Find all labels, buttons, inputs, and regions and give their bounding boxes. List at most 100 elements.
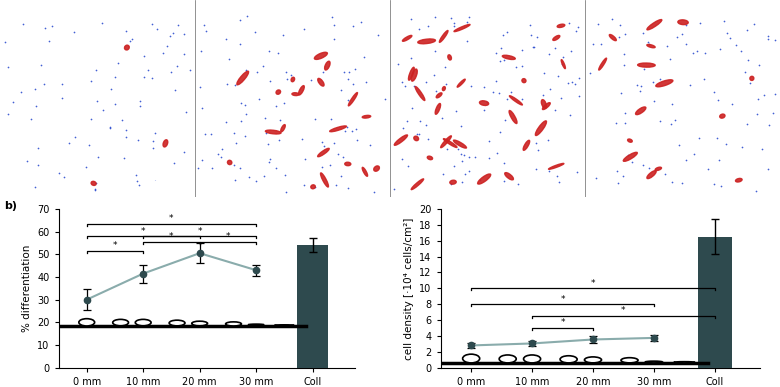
Ellipse shape [435, 103, 441, 114]
Point [448, 21, 460, 27]
Point [430, 88, 442, 94]
Point [437, 171, 449, 177]
Ellipse shape [411, 179, 424, 190]
Point [56, 81, 69, 87]
Point [338, 68, 350, 75]
Point [149, 130, 161, 136]
Ellipse shape [112, 319, 129, 326]
Ellipse shape [299, 86, 304, 95]
Point [38, 80, 51, 87]
Point [702, 166, 714, 172]
Point [494, 58, 506, 65]
Point [761, 166, 774, 172]
Point [192, 165, 204, 171]
Point [178, 149, 190, 155]
Point [31, 144, 44, 151]
Point [680, 22, 693, 28]
Point [29, 86, 41, 92]
Point [200, 28, 212, 34]
Point [429, 48, 441, 54]
Point [463, 154, 475, 161]
Point [461, 19, 473, 25]
Point [90, 98, 103, 104]
Point [643, 41, 655, 47]
Point [724, 34, 736, 41]
Point [505, 89, 517, 95]
Point [468, 154, 480, 160]
Point [195, 48, 207, 55]
Point [509, 63, 522, 70]
Ellipse shape [542, 103, 550, 110]
Point [149, 176, 161, 183]
Point [711, 97, 724, 103]
Point [748, 21, 760, 27]
Point [452, 146, 465, 152]
Point [750, 188, 762, 195]
Point [491, 150, 503, 156]
Point [500, 28, 512, 34]
Point [274, 116, 286, 123]
Point [118, 154, 130, 161]
Ellipse shape [609, 34, 616, 41]
Point [261, 141, 274, 147]
Point [553, 179, 566, 185]
Text: a): a) [2, 2, 15, 12]
Point [346, 127, 358, 134]
Point [343, 69, 356, 75]
Point [104, 124, 116, 130]
Point [183, 67, 196, 74]
Ellipse shape [674, 361, 695, 363]
Ellipse shape [362, 115, 370, 118]
Ellipse shape [523, 355, 541, 363]
Point [445, 181, 458, 187]
Point [147, 138, 160, 144]
Point [489, 77, 502, 84]
Point [199, 131, 211, 137]
Ellipse shape [291, 77, 295, 82]
Point [347, 23, 360, 29]
Point [332, 151, 345, 158]
Point [480, 99, 493, 105]
Ellipse shape [310, 185, 315, 189]
Point [399, 83, 411, 89]
Text: *: * [141, 226, 145, 236]
Point [328, 140, 340, 146]
Point [178, 31, 190, 37]
Point [104, 125, 116, 131]
Point [360, 79, 372, 86]
Point [753, 62, 765, 68]
Point [316, 163, 328, 170]
Point [583, 69, 596, 75]
Ellipse shape [463, 354, 480, 363]
Point [401, 118, 413, 124]
Point [299, 156, 311, 162]
Point [420, 79, 432, 85]
Point [257, 173, 270, 179]
Point [613, 22, 626, 29]
Point [20, 158, 33, 164]
Point [512, 181, 524, 187]
Point [335, 173, 347, 179]
Point [328, 22, 341, 28]
Point [85, 116, 98, 122]
Point [105, 86, 117, 92]
Point [342, 185, 354, 191]
Point [740, 27, 753, 33]
Point [329, 182, 342, 188]
Point [537, 70, 550, 76]
Point [227, 130, 239, 136]
Point [636, 30, 649, 36]
Point [711, 135, 724, 141]
Y-axis label: cell density [·10⁴ cells/cm²]: cell density [·10⁴ cells/cm²] [404, 217, 413, 360]
Ellipse shape [736, 178, 742, 182]
Point [573, 93, 585, 99]
Ellipse shape [560, 356, 577, 363]
Point [675, 180, 688, 186]
Point [228, 162, 240, 168]
Point [742, 57, 754, 63]
Ellipse shape [499, 355, 516, 363]
Point [562, 80, 575, 86]
Point [119, 134, 132, 140]
Ellipse shape [442, 87, 445, 91]
Ellipse shape [345, 162, 351, 166]
